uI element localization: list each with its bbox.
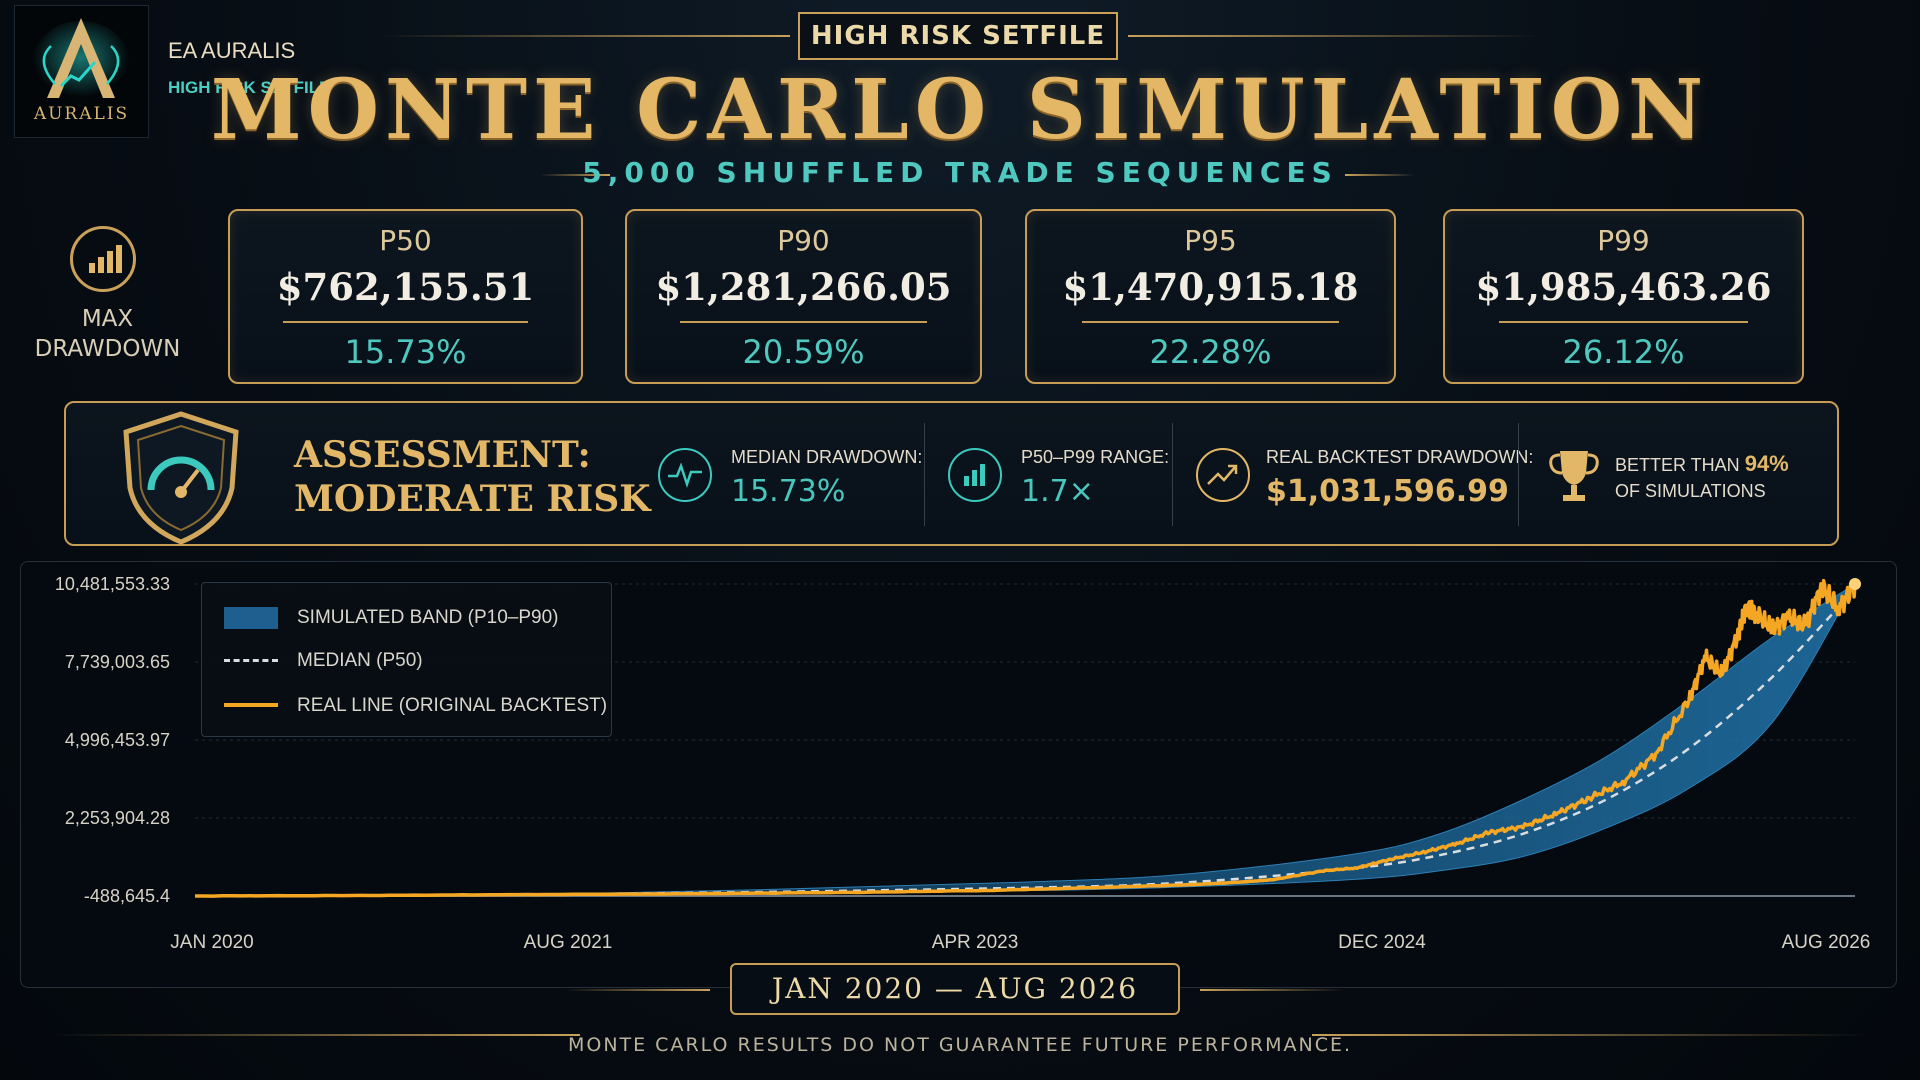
x-tick-label: DEC 2024 xyxy=(1338,932,1426,953)
better-than-percent: 94% xyxy=(1744,451,1789,476)
bar-chart-icon xyxy=(948,448,1002,502)
disclaimer: MONTE CARLO RESULTS DO NOT GUARANTEE FUT… xyxy=(567,1034,1353,1056)
subtitle-rule-left xyxy=(540,174,610,176)
percentile-key: P95 xyxy=(1184,224,1237,257)
x-tick-label: AUG 2021 xyxy=(524,932,613,953)
footer-rule-left xyxy=(52,1034,580,1036)
better-than-prefix: BETTER THAN xyxy=(1615,455,1740,475)
percentile-key: P90 xyxy=(777,224,830,257)
real-backtest-line xyxy=(195,578,1857,898)
header-rule-left xyxy=(380,35,790,37)
percentile-value: $762,155.51 xyxy=(276,265,535,309)
percentile-key: P50 xyxy=(379,224,432,257)
max-drawdown-label: MAX DRAWDOWN xyxy=(20,304,195,364)
page-subtitle: 5,000 SHUFFLED TRADE SEQUENCES xyxy=(582,156,1338,189)
better-than-label: BETTER THAN 94% xyxy=(1615,451,1789,477)
assessment-title: ASSESSMENT: MODERATE RISK xyxy=(294,433,651,521)
card-divider xyxy=(1498,321,1749,323)
percentile-drawdown: 26.12% xyxy=(1562,333,1685,371)
shield-gauge-icon xyxy=(123,411,239,545)
setfile-badge: HIGH RISK SETFILE xyxy=(798,12,1118,60)
legend-text: REAL LINE (ORIGINAL BACKTEST) xyxy=(297,695,608,716)
median-drawdown-label: MEDIAN DRAWDOWN: xyxy=(731,447,923,467)
real-backtest-drawdown-value: $1,031,596.99 xyxy=(1266,474,1509,509)
date-range: JAN 2020 — AUG 2026 xyxy=(730,963,1180,1015)
stat-divider xyxy=(1172,423,1173,526)
max-drawdown-line1: MAX xyxy=(81,306,134,332)
percentile-drawdown: 22.28% xyxy=(1149,333,1272,371)
bar-chart-icon xyxy=(70,226,136,292)
logo-word: AURALIS xyxy=(33,104,130,124)
assessment-line2: MODERATE RISK xyxy=(294,478,651,520)
x-tick-label: AUG 2026 xyxy=(1782,932,1871,953)
stat-divider xyxy=(1518,423,1519,526)
percentile-value: $1,985,463.26 xyxy=(1475,265,1772,309)
legend-swatch xyxy=(224,607,278,629)
brand-name: EA AURALIS xyxy=(168,38,296,63)
footer-rule-right xyxy=(1312,1034,1868,1036)
stat-divider xyxy=(924,423,925,526)
card-divider xyxy=(679,321,928,323)
card-divider xyxy=(1082,321,1339,323)
page-title: MONTE CARLO SIMULATION xyxy=(210,62,1710,158)
y-tick-label: 4,996,453.97 xyxy=(65,730,170,750)
assessment-line1: ASSESSMENT: xyxy=(294,434,591,476)
legend-swatch xyxy=(224,659,278,662)
card-divider xyxy=(282,321,529,323)
y-tick-label: 2,253,904.28 xyxy=(65,808,170,828)
pulse-icon xyxy=(658,448,712,502)
y-tick-label: 7,739,003.65 xyxy=(65,652,170,672)
chart-legend: SIMULATED BAND (P10–P90) MEDIAN (P50) RE… xyxy=(201,582,612,737)
percentile-drawdown: 15.73% xyxy=(344,333,467,371)
legend-text: MEDIAN (P50) xyxy=(297,650,423,671)
x-tick-label: APR 2023 xyxy=(932,932,1019,953)
legend-swatch xyxy=(224,703,278,707)
percentile-card-p99: P99 $1,985,463.26 26.12% xyxy=(1443,209,1804,384)
percentile-value: $1,281,266.05 xyxy=(655,265,952,309)
subtitle-rule-right xyxy=(1345,174,1415,176)
brand-subtitle: HIGH RISK SETFILE xyxy=(168,78,331,97)
trophy-icon xyxy=(1549,451,1599,501)
percentile-value: $1,470,915.18 xyxy=(1062,265,1359,309)
percentile-card-p90: P90 $1,281,266.05 20.59% xyxy=(625,209,982,384)
range-rule-left xyxy=(565,989,710,991)
x-tick-label: JAN 2020 xyxy=(170,932,253,953)
percentile-key: P99 xyxy=(1597,224,1650,257)
legend-text: SIMULATED BAND (P10–P90) xyxy=(297,607,559,628)
p50-p99-range-value: 1.7× xyxy=(1021,474,1094,509)
y-tick-label: 10,481,553.33 xyxy=(55,574,170,594)
percentile-card-p95: P95 $1,470,915.18 22.28% xyxy=(1025,209,1396,384)
real-backtest-drawdown-label: REAL BACKTEST DRAWDOWN: xyxy=(1266,447,1534,467)
percentile-drawdown: 20.59% xyxy=(742,333,865,371)
better-than-suffix: OF SIMULATIONS xyxy=(1615,481,1766,501)
percentile-card-p50: P50 $762,155.51 15.73% xyxy=(228,209,583,384)
median-drawdown-value: 15.73% xyxy=(731,474,846,509)
p50-p99-range-label: P50–P99 RANGE: xyxy=(1021,447,1170,467)
brand-logo: AURALIS xyxy=(14,5,149,138)
end-point xyxy=(1849,578,1861,590)
y-tick-label: -488,645.4 xyxy=(84,886,170,906)
header-rule-right xyxy=(1128,35,1538,37)
monte-carlo-chart: 10,481,553.33 7,739,003.65 4,996,453.97 2,2… xyxy=(55,574,1871,953)
trend-up-icon xyxy=(1196,448,1250,502)
max-drawdown-line2: DRAWDOWN xyxy=(34,336,181,362)
range-rule-right xyxy=(1200,989,1345,991)
